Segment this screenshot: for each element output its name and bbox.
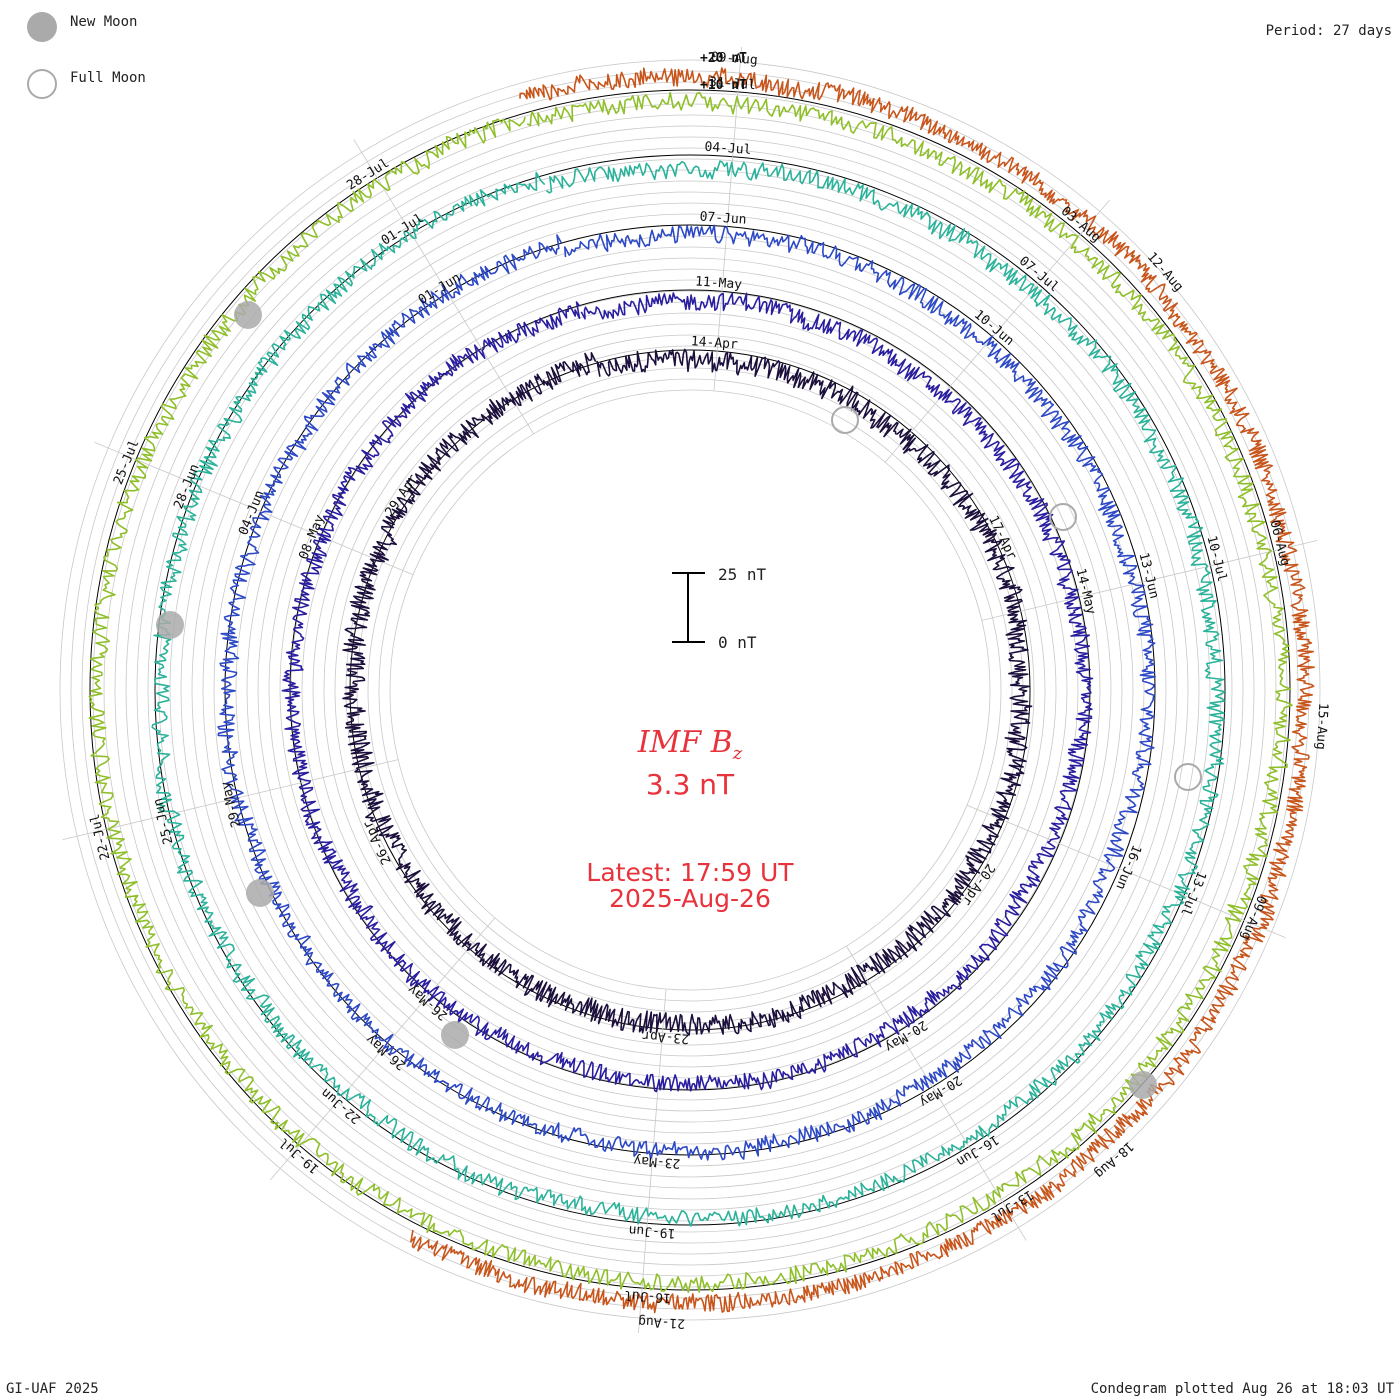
moon-markers [156, 301, 1202, 1099]
series-line [281, 292, 1094, 1093]
full-moon-icon [27, 69, 57, 99]
date-tick-label: 14-Apr [690, 334, 738, 352]
grid-ring [389, 389, 991, 991]
grid-ring [158, 158, 1222, 1222]
period-label: Period: 27 days [1265, 23, 1392, 39]
grid-ring [235, 235, 1145, 1145]
latest-date: 2025-Aug-26 [609, 884, 771, 913]
grid-spoke [270, 917, 496, 1181]
series-line [342, 348, 1033, 1036]
grid-ring [257, 257, 1123, 1123]
grid-ring [103, 103, 1277, 1277]
grid-ring [279, 279, 1101, 1101]
grid-spoke [966, 804, 1286, 939]
date-tick-label: 07-Jun [699, 209, 747, 227]
plot-time-label: Condegram plotted Aug 26 at 18:03 UT [1090, 1381, 1394, 1397]
grid-ring [125, 125, 1255, 1255]
grid-ring [147, 147, 1233, 1233]
grid-ring [378, 378, 1002, 1002]
scale-bar: 25 nT 0 nT [672, 565, 767, 652]
grid-ring [81, 81, 1299, 1299]
series-line [217, 224, 1156, 1161]
grid-ring [70, 70, 1310, 1310]
new-moon-marker [156, 611, 184, 639]
date-tick-label: 26-May [405, 981, 451, 1023]
grid-spoke [981, 539, 1318, 621]
full-moon-label: Full Moon [70, 70, 146, 86]
date-tick-label: 23-Apr [642, 1028, 690, 1046]
series-line [410, 67, 1315, 1314]
grid-ring [59, 59, 1321, 1321]
grid-ring [268, 268, 1112, 1112]
series-line [151, 160, 1226, 1227]
date-tick-label: 16-Jul [624, 1287, 672, 1305]
full-moon-marker [1174, 763, 1202, 791]
grid-ring [202, 202, 1178, 1178]
date-tick-label: 13-Jun [1136, 551, 1162, 600]
grid-ring [180, 180, 1200, 1200]
zero-reference-ring [89, 89, 1291, 1291]
new-moon-icon [27, 12, 57, 42]
grid-spoke [846, 945, 1027, 1241]
new-moon-marker [234, 301, 262, 329]
data-traces [88, 67, 1315, 1314]
grid-ring [367, 367, 1013, 1013]
grid-ring [301, 301, 1079, 1079]
full-moon-marker [831, 406, 859, 434]
grid-ring [191, 191, 1189, 1189]
new-moon-marker [441, 1021, 469, 1049]
latest-time: Latest: 17:59 UT [586, 858, 794, 887]
grid-spoke [62, 759, 399, 841]
date-tick-label: 21-Aug [638, 1313, 686, 1330]
credit-label: GI-UAF 2025 [6, 1381, 99, 1397]
scale-bottom-label: 0 nT [718, 633, 757, 652]
center-readout: IMF Bz 3.3 nT [540, 725, 840, 801]
date-tick-label: 10-Jul [1203, 534, 1229, 583]
date-tick-label: 25-Jun [151, 797, 177, 846]
date-tick-label: 31-Jul [708, 75, 756, 93]
date-tick-label: 04-Jul [704, 140, 752, 158]
date-tick-label: 09-Aug [710, 50, 758, 68]
date-tick-label: 01-Jun [416, 270, 464, 308]
new-moon-marker [1129, 1071, 1157, 1099]
grid-ring [213, 213, 1167, 1167]
full-moon-marker [1049, 503, 1077, 531]
latest-readout: Latest: 17:59 UT 2025-Aug-26 [490, 860, 890, 912]
date-tick-label: 11-May [695, 274, 743, 292]
quantity-title: IMF Bz [637, 725, 743, 764]
date-tick-label: 19-Jun [628, 1222, 676, 1240]
grid-spoke [884, 199, 1110, 463]
grid-ring [312, 312, 1068, 1068]
series-line [88, 91, 1293, 1293]
grid-ring [334, 334, 1046, 1046]
scale-plus-10-label: +10 nT [700, 78, 747, 93]
grid-ring [114, 114, 1266, 1266]
current-value: 3.3 nT [645, 768, 735, 801]
grid-ring [136, 136, 1244, 1244]
new-moon-label: New Moon [70, 14, 138, 30]
date-tick-label: 23-May [633, 1152, 681, 1170]
grid-ring [169, 169, 1211, 1211]
grid-spokes [62, 47, 1318, 1333]
date-tick-label: 06-Aug [1267, 519, 1293, 568]
scale-plus-20-label: +20 nT [700, 51, 747, 66]
date-tick-label: 15-Aug [1313, 702, 1331, 750]
grid-spoke [713, 47, 742, 391]
scale-top-label: 25 nT [718, 565, 767, 584]
grid-ring [323, 323, 1057, 1057]
grid-rings [59, 59, 1321, 1321]
grid-spoke [638, 989, 667, 1333]
grid-spoke [94, 441, 414, 576]
new-moon-marker [246, 879, 274, 907]
grid-ring [246, 246, 1134, 1134]
